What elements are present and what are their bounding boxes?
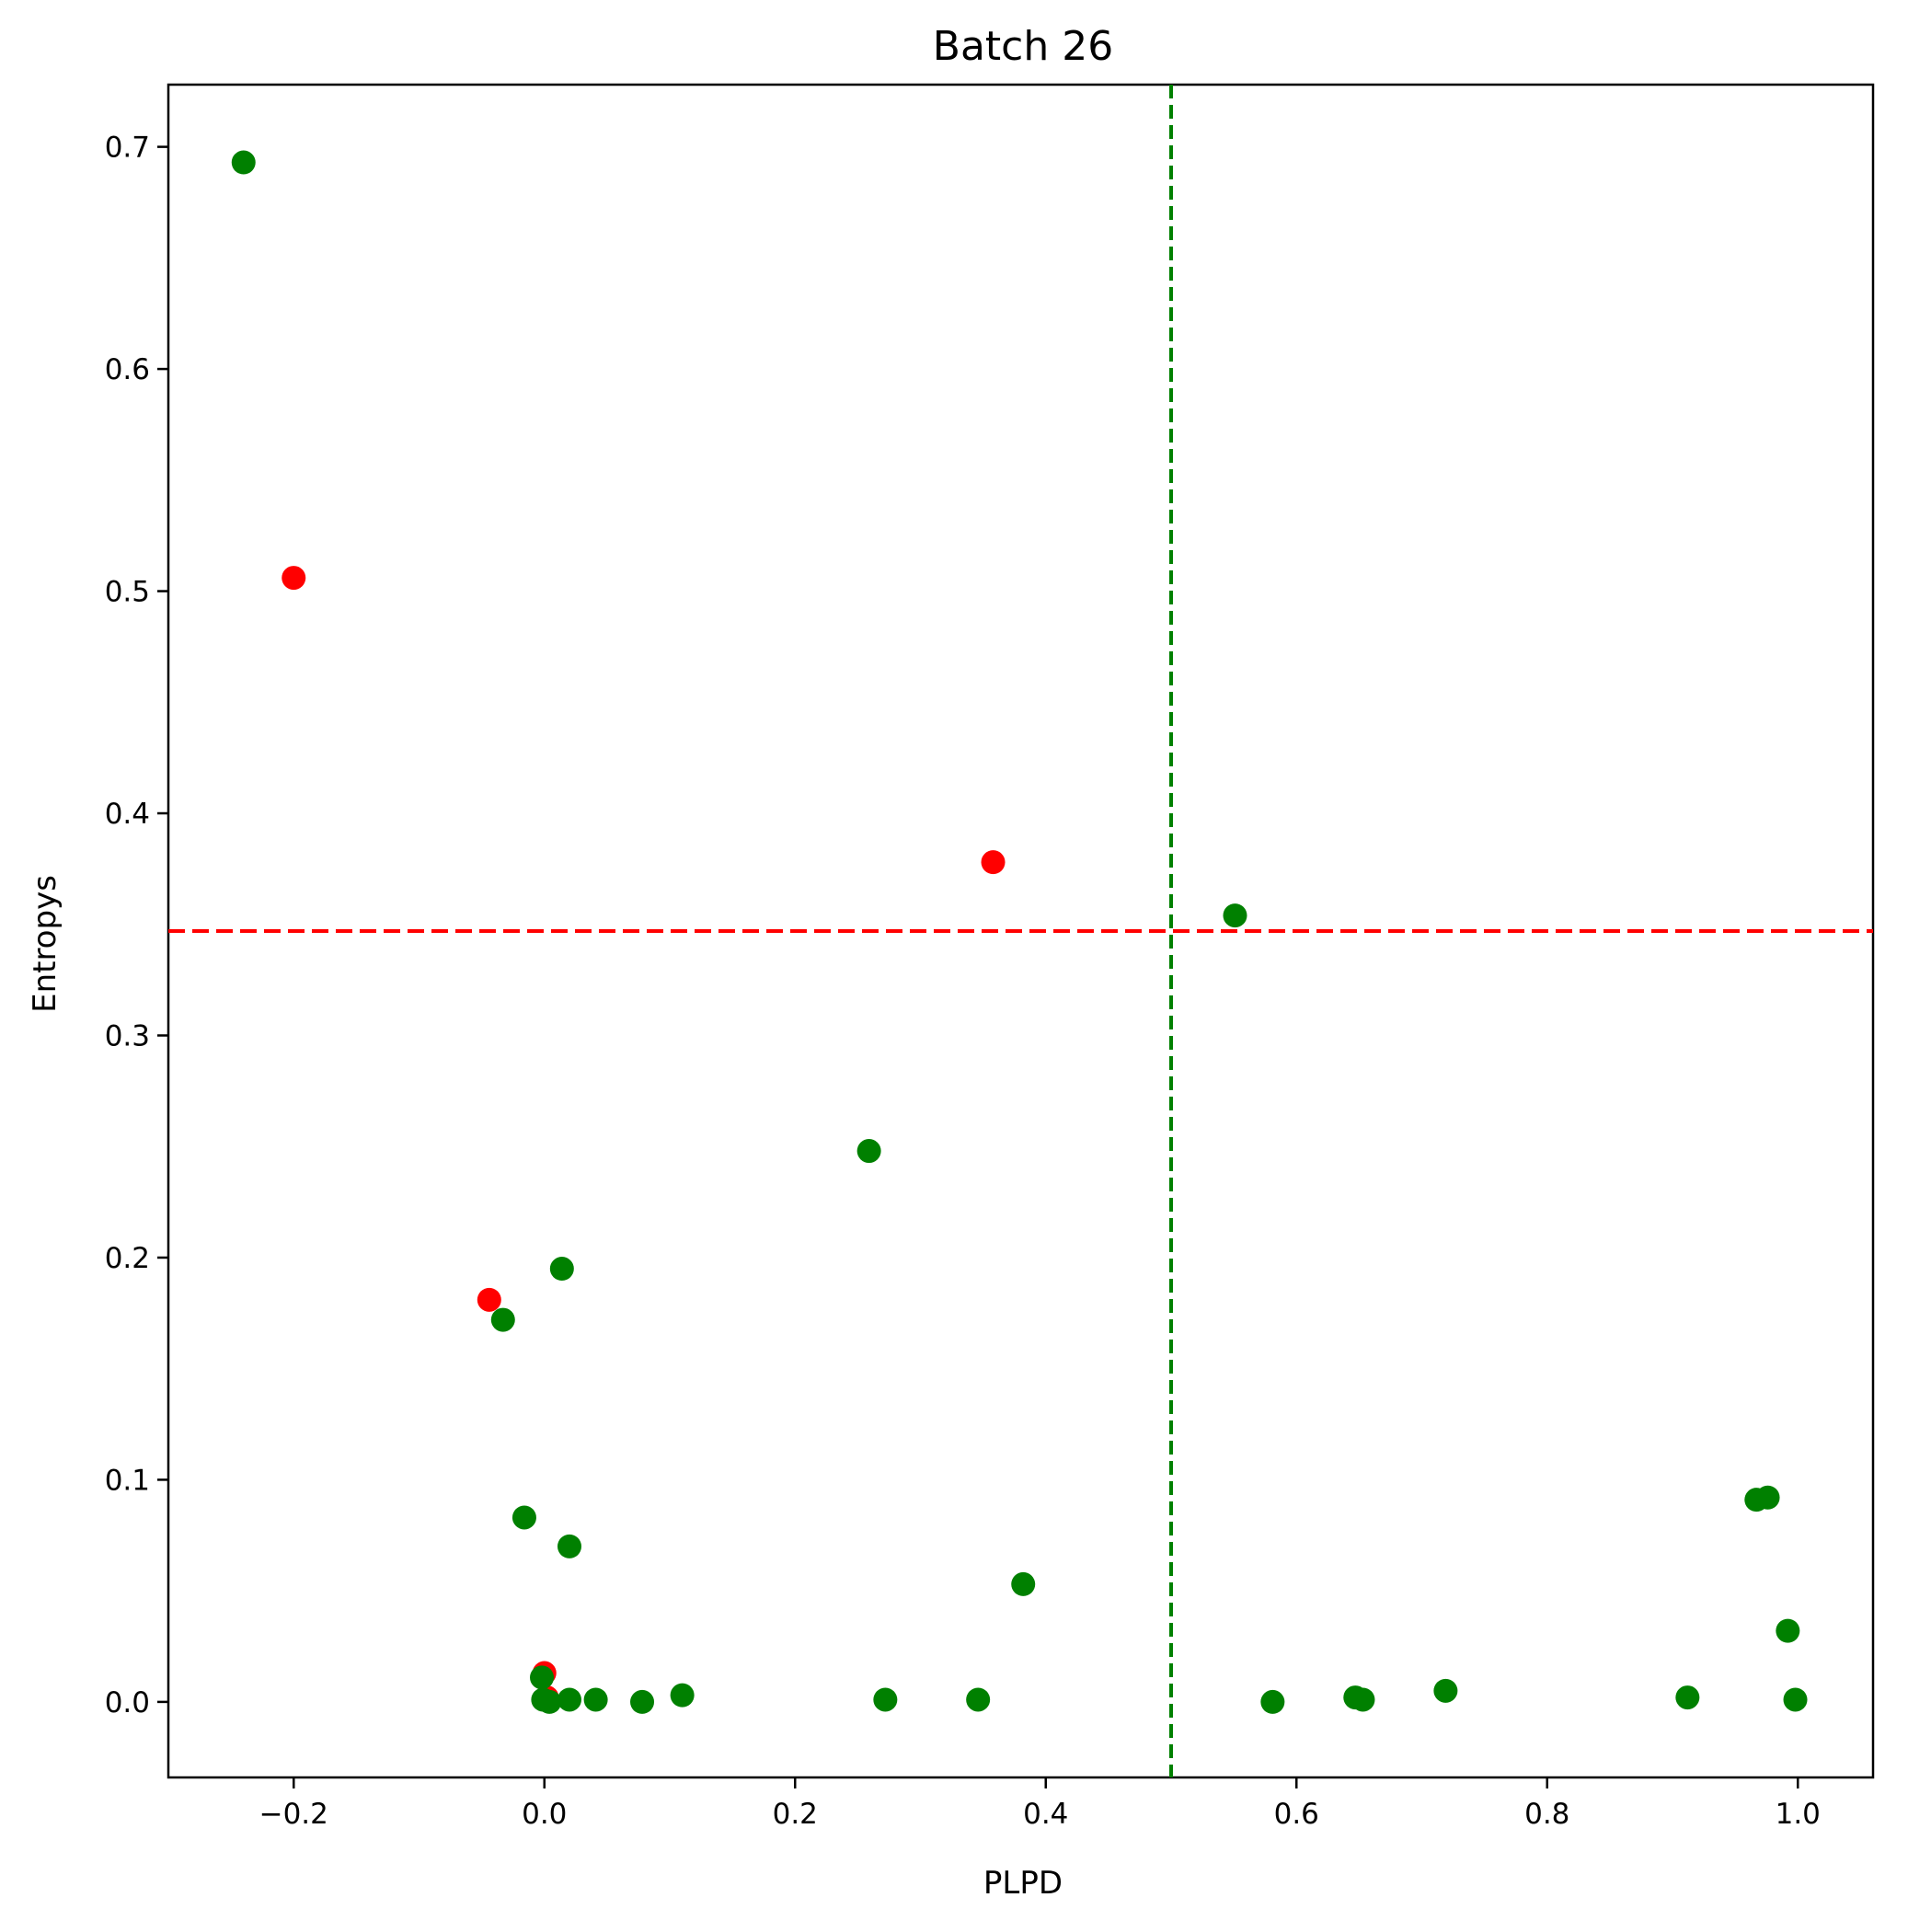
data-point (537, 1689, 562, 1714)
data-point (1011, 1571, 1036, 1596)
data-point (873, 1687, 898, 1712)
y-tick-label: 0.7 (105, 132, 150, 165)
data-point (981, 850, 1006, 875)
data-point (670, 1683, 695, 1708)
data-point (477, 1287, 501, 1312)
data-points (231, 150, 1808, 1714)
x-tick-label: 0.8 (1524, 1798, 1569, 1831)
reference-lines (168, 85, 1873, 1777)
data-point (549, 1257, 574, 1282)
data-point (630, 1689, 655, 1714)
y-tick-label: 0.0 (105, 1686, 150, 1719)
y-axis: 0.0 0.1 0.2 0.3 0.4 0.5 0.6 0.7 (105, 132, 168, 1719)
data-point (583, 1687, 608, 1712)
data-point (231, 150, 256, 175)
y-tick-label: 0.5 (105, 576, 150, 609)
data-point (557, 1534, 581, 1558)
chart-title: Batch 26 (933, 23, 1113, 70)
y-tick-label: 0.1 (105, 1464, 150, 1497)
data-point (856, 1139, 881, 1164)
data-point (1351, 1687, 1375, 1712)
x-axis: −0.2 0.0 0.2 0.4 0.6 0.8 1.0 (259, 1777, 1821, 1831)
y-tick-label: 0.4 (105, 798, 150, 831)
data-point (530, 1665, 555, 1690)
data-point (282, 566, 306, 591)
data-point (1675, 1685, 1700, 1710)
y-axis-label: Entropys (27, 875, 63, 1013)
x-tick-label: 0.2 (773, 1798, 818, 1831)
y-tick-label: 0.2 (105, 1242, 150, 1275)
data-point (1433, 1678, 1458, 1703)
x-tick-label: 1.0 (1776, 1798, 1821, 1831)
x-axis-label: PLPD (983, 1865, 1063, 1902)
y-tick-label: 0.6 (105, 353, 150, 386)
x-tick-label: 0.0 (522, 1798, 567, 1831)
data-point (511, 1505, 536, 1530)
data-point (1783, 1687, 1808, 1712)
data-point (490, 1307, 515, 1332)
data-point (557, 1687, 581, 1712)
data-point (966, 1687, 991, 1712)
x-tick-label: 0.6 (1274, 1798, 1319, 1831)
data-point (1755, 1485, 1780, 1510)
data-point (1223, 903, 1247, 928)
x-tick-label: −0.2 (259, 1798, 328, 1831)
y-tick-label: 0.3 (105, 1019, 150, 1052)
x-tick-label: 0.4 (1023, 1798, 1068, 1831)
data-point (1776, 1618, 1800, 1643)
data-point (1260, 1689, 1285, 1714)
